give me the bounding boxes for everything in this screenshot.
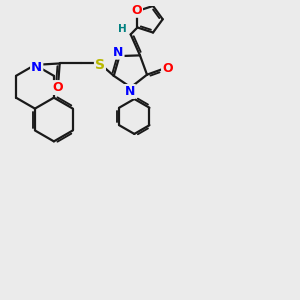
Text: H: H — [118, 24, 127, 34]
Text: O: O — [131, 4, 142, 17]
Text: O: O — [52, 81, 63, 94]
Text: H: H — [118, 24, 127, 34]
Text: O: O — [52, 81, 63, 94]
Text: S: S — [95, 58, 105, 72]
Text: O: O — [162, 62, 173, 75]
Text: N: N — [31, 61, 42, 74]
Text: N: N — [31, 61, 42, 74]
Text: N: N — [113, 46, 124, 59]
Text: N: N — [124, 85, 135, 98]
Text: S: S — [95, 58, 105, 72]
Text: O: O — [131, 4, 142, 17]
Text: O: O — [162, 62, 173, 75]
Text: N: N — [113, 46, 124, 59]
Text: N: N — [124, 85, 135, 98]
